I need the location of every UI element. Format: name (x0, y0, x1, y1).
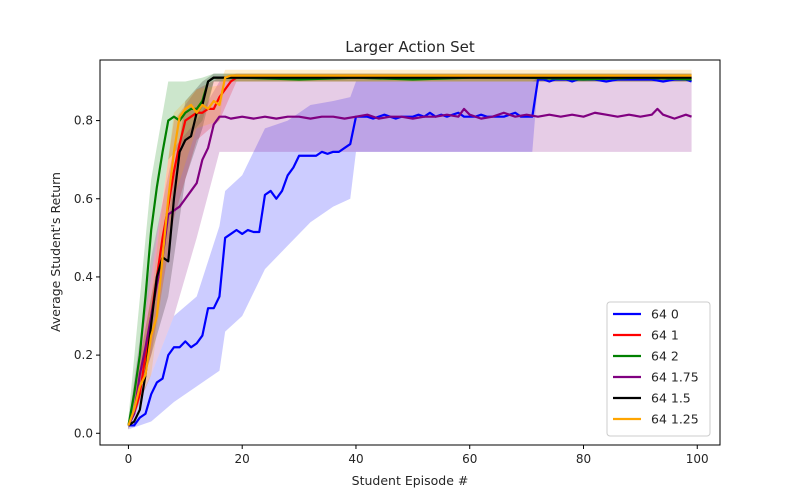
legend: 64 0 64 1 64 2 64 1.75 64 1.5 64 1.25 (606, 301, 711, 437)
legend-label-64-1: 64 1 (651, 328, 679, 343)
series-line-64-1_75 (127, 107, 692, 426)
legend-label-64-2: 64 2 (651, 349, 679, 364)
chart-title: Larger Action Set (345, 38, 475, 56)
y-axis-label: Average Student's Return (48, 172, 63, 332)
x-tick-label: 100 (686, 452, 709, 466)
series-lines (127, 74, 692, 427)
legend-label-64-1_75: 64 1.75 (651, 370, 699, 385)
x-tick-label: 20 (235, 452, 250, 466)
plot-frame (99, 59, 721, 446)
y-tick-label: 0.0 (74, 426, 93, 440)
series-line-64-1_25 (127, 74, 692, 426)
band-64-0 (128, 77, 692, 430)
x-tick-label: 80 (576, 452, 591, 466)
y-tick-label: 0.8 (74, 114, 93, 128)
y-tick-label: 0.4 (74, 270, 93, 284)
x-tick-label: 60 (462, 452, 477, 466)
legend-label-64-0: 64 0 (651, 307, 679, 322)
y-axis-ticks: 0.0 0.2 0.4 0.6 0.8 (74, 114, 100, 440)
x-axis-ticks: 0 20 40 60 80 100 (125, 445, 709, 466)
x-axis-label: Student Episode # (352, 473, 469, 488)
y-tick-label: 0.6 (74, 192, 93, 206)
y-tick-label: 0.2 (74, 348, 93, 362)
band-64-1_25 (128, 69, 692, 430)
legend-label-64-1_5: 64 1.5 (651, 391, 691, 406)
x-tick-label: 40 (348, 452, 363, 466)
x-tick-label: 0 (125, 452, 133, 466)
legend-label-64-1_25: 64 1.25 (651, 412, 699, 427)
